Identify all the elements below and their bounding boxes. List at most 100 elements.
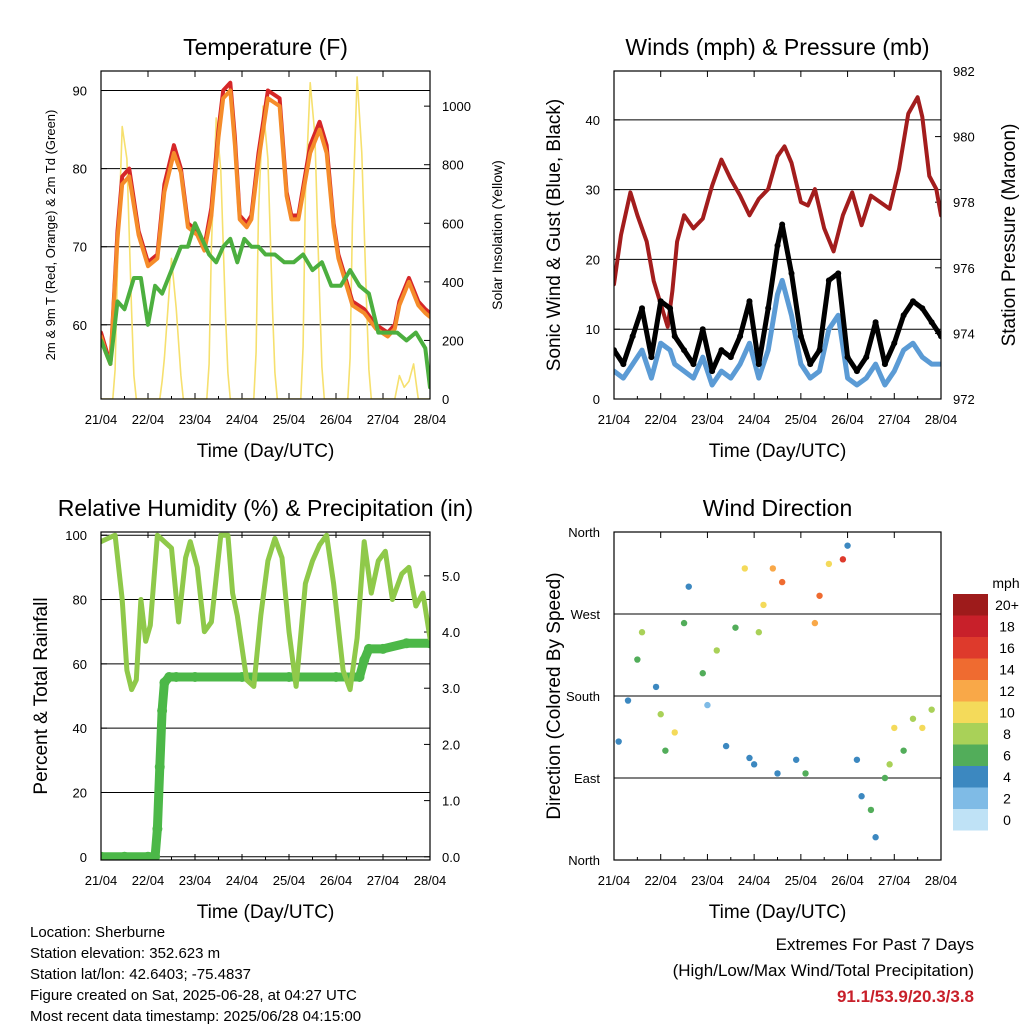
wind-ytick-label: 10 [586, 322, 600, 337]
rh-point-precip [157, 705, 168, 716]
dir-point [909, 715, 917, 722]
rh-point-precip [359, 655, 370, 666]
wind-point-gust [863, 354, 870, 361]
colorbar-swatch [953, 680, 988, 702]
colorbar-label: 18 [999, 619, 1015, 635]
colorbar-swatch [953, 701, 988, 723]
dir-point [615, 738, 622, 745]
station-info: Location: Sherburne Station elevation: 3… [30, 922, 361, 1027]
rh-series-precip [101, 638, 430, 860]
info-elevation: Station elevation: 352.623 m [30, 945, 221, 962]
wind-ytick-right-label: 978 [953, 195, 975, 210]
rh-ytick-label: 80 [73, 593, 87, 608]
rh-ytick-label: 20 [73, 785, 87, 800]
temp-ytick-right-label: 0 [442, 392, 449, 407]
rh-ytick-right-label: 0.0 [442, 850, 460, 865]
temp-ytick-right-label: 400 [442, 275, 464, 290]
dir-point [839, 556, 847, 563]
dir-point [755, 629, 763, 636]
colorbar-label: 10 [999, 705, 1015, 721]
dir-point [680, 619, 688, 627]
dir-point [867, 806, 875, 814]
dir-point [741, 565, 748, 572]
colorbar-label: 16 [999, 640, 1015, 656]
dir-point [732, 624, 739, 631]
dir-ytick-label: West [571, 607, 601, 622]
wind-point-gust [881, 361, 888, 368]
dir-point [671, 729, 678, 736]
dir-xtick-label: 22/04 [644, 873, 677, 888]
wind-ytick-right-label: 976 [953, 261, 975, 276]
temp-ytick-label: 70 [73, 240, 87, 255]
rh-point-precip [171, 671, 182, 682]
wind-point-gust [891, 340, 898, 347]
wind-point-gust [671, 333, 678, 340]
wind-series-wind [614, 277, 941, 388]
dir-point [881, 774, 889, 782]
rh-xtick-label: 25/04 [273, 873, 306, 888]
rh-panel: Relative Humidity (%) & Precipitation (i… [31, 495, 473, 923]
dir-point [662, 747, 669, 754]
dir-point [891, 724, 898, 732]
temp-xtick-label: 24/04 [226, 412, 259, 427]
wind-frame [613, 70, 942, 400]
wind-ytick-right-label: 972 [953, 392, 975, 407]
rh-ytick-label: 60 [73, 657, 87, 672]
temp-xlabel: Time (Day/UTC) [197, 441, 335, 462]
rh-xtick-label: 26/04 [320, 873, 353, 888]
temp-series-9m-t [101, 88, 430, 366]
dir-point [811, 619, 819, 627]
wind-point-gust [727, 354, 734, 361]
info-latlon: Station lat/lon: 42.6403; -75.4837 [30, 966, 252, 983]
dir-point [900, 747, 907, 754]
temp-xtick-label: 22/04 [132, 412, 165, 427]
dir-point [886, 761, 893, 768]
dir-ytick-label: South [566, 689, 600, 704]
rh-point-precip [150, 851, 161, 860]
wind-point-gust [755, 361, 762, 368]
colorbar-label: 0 [1003, 812, 1011, 828]
wind-title: Winds (mph) & Pressure (mb) [625, 34, 929, 60]
wind-point-gust [928, 319, 935, 326]
temp-xtick-label: 23/04 [179, 412, 212, 427]
rh-ytick-right-label: 5.0 [442, 569, 460, 584]
wind-point-gust [657, 298, 664, 305]
rh-xtick-label: 21/04 [85, 873, 118, 888]
colorbar-label: 2 [1003, 791, 1011, 807]
dir-point [746, 754, 753, 762]
rh-xtick-label: 22/04 [132, 873, 165, 888]
extremes-box: Extremes For Past 7 Days (High/Low/Max W… [673, 932, 974, 1010]
temp-ylabel-right: Solar Insolation (Yellow) [489, 160, 505, 310]
rh-xtick-label: 24/04 [226, 873, 259, 888]
wind-point-gust [620, 361, 627, 368]
wind-point-gust [938, 333, 941, 340]
temp-title: Temperature (F) [183, 34, 348, 60]
wind-xtick-label: 22/04 [644, 412, 677, 427]
dir-point [825, 560, 833, 568]
rh-ytick-label: 40 [73, 721, 87, 736]
dir-xtick-label: 21/04 [598, 873, 631, 888]
wind-ytick-label: 0 [593, 392, 600, 407]
dir-point [638, 629, 646, 636]
dir-point [699, 670, 706, 677]
temp-xtick-label: 28/04 [414, 412, 447, 427]
wind-ytick-label: 30 [586, 183, 600, 198]
dir-point [816, 592, 823, 599]
wind-point-gust [872, 319, 879, 326]
rh-ytick-right-label: 4.0 [442, 625, 460, 640]
dir-point [685, 583, 692, 590]
rh-point-precip [190, 671, 200, 682]
rh-xtick-label: 28/04 [414, 873, 447, 888]
dir-point [657, 711, 664, 718]
wind-ytick-label: 20 [586, 252, 600, 267]
wind-ylabel-right: Station Pressure (Maroon) [999, 124, 1020, 347]
wind-point-gust [667, 305, 674, 312]
temp-xtick-label: 27/04 [367, 412, 400, 427]
dir-point [792, 756, 800, 763]
wind-point-gust [709, 368, 716, 375]
temp-xtick-label: 26/04 [320, 412, 353, 427]
wind-series-pressure [614, 95, 941, 329]
rh-ytick-label: 100 [65, 528, 87, 543]
wind-ytick-right-label: 974 [953, 326, 975, 341]
